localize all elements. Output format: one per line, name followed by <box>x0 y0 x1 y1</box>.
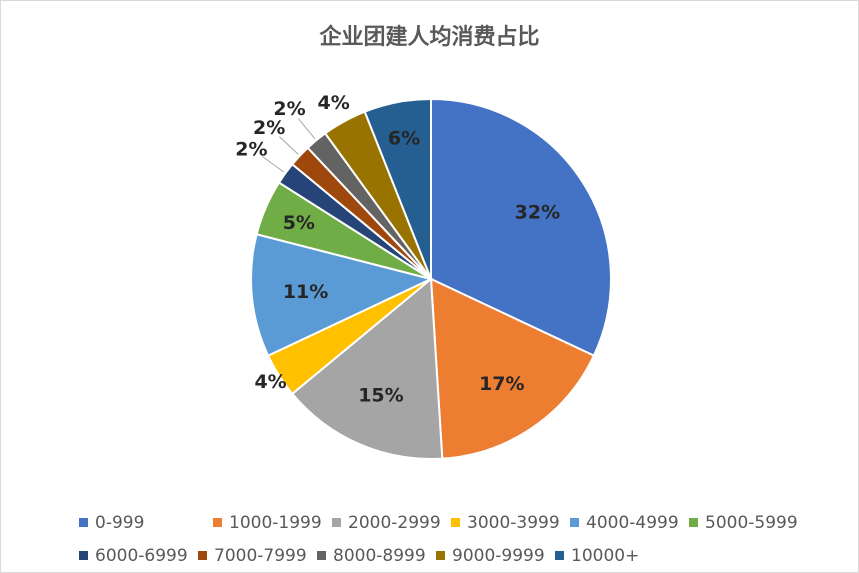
pie-slice-10000+ <box>363 97 432 280</box>
legend-label: 7000-7999 <box>214 545 307 566</box>
legend-label: 5000-5999 <box>705 512 798 533</box>
legend-label: 6000-6999 <box>95 545 188 566</box>
legend-item-2000-2999: 2000-2999 <box>332 513 451 533</box>
legend-label: 3000-3999 <box>467 512 560 533</box>
legend-swatch <box>79 518 88 527</box>
data-label: 15% <box>358 385 403 407</box>
legend-row: 0-999 1000-1999 2000-2999 3000-3999 4000-499… <box>79 506 819 539</box>
legend-item-4000-4999: 4000-4999 <box>570 513 689 533</box>
data-label: 2% <box>235 139 267 161</box>
legend-label: 0-999 <box>95 512 145 533</box>
legend-item-5000-5999: 5000-5999 <box>689 513 808 533</box>
legend-swatch <box>198 551 207 560</box>
pie-slice-1000-1999 <box>429 277 596 460</box>
legend-swatch <box>689 518 698 527</box>
legend-label: 4000-4999 <box>586 512 679 533</box>
data-label: 11% <box>283 281 328 303</box>
data-label: 5% <box>283 212 315 234</box>
legend-item-3000-3999: 3000-3999 <box>451 513 570 533</box>
legend-swatch <box>332 518 341 527</box>
legend-row: 6000-6999 7000-7999 8000-8999 9000-9999 1000… <box>79 539 819 572</box>
data-label: 32% <box>515 201 560 223</box>
legend-item-9000-9999: 9000-9999 <box>436 546 555 566</box>
leader-line <box>298 118 316 140</box>
pie-slice-0-999 <box>430 97 612 357</box>
legend-label: 10000+ <box>571 545 640 566</box>
chart-title: 企业团建人均消费占比 <box>319 25 540 50</box>
legend-swatch <box>213 518 222 527</box>
legend-label: 8000-8999 <box>333 545 426 566</box>
legend-swatch <box>451 518 460 527</box>
data-label: 2% <box>273 98 305 120</box>
legend-label: 9000-9999 <box>452 545 545 566</box>
legend-item-8000-8999: 8000-8999 <box>317 546 436 566</box>
legend-item-6000-6999: 6000-6999 <box>79 546 198 566</box>
legend-label: 1000-1999 <box>229 512 322 533</box>
chart-legend: 0-999 1000-1999 2000-2999 3000-3999 4000-499… <box>79 506 819 572</box>
leader-line <box>279 136 299 155</box>
legend-item-7000-7999: 7000-7999 <box>198 546 317 566</box>
legend-item-1000-1999: 1000-1999 <box>213 513 332 533</box>
pie-slice-4000-4999 <box>250 233 434 357</box>
legend-swatch <box>317 551 326 560</box>
data-label: 4% <box>318 92 350 114</box>
legend-swatch <box>79 551 88 560</box>
legend-swatch <box>436 551 445 560</box>
pie-slice-2000-2999 <box>290 276 444 460</box>
data-label: 6% <box>388 128 420 150</box>
data-label: 17% <box>479 373 524 395</box>
legend-item-10000+: 10000+ <box>555 546 674 566</box>
leader-line <box>262 156 285 173</box>
data-label: 2% <box>253 117 285 139</box>
legend-swatch <box>570 518 579 527</box>
legend-item-0-999: 0-999 <box>79 513 213 533</box>
pie-chart: 32%17%15%4%11%5%2%2%2% 4%6% <box>235 92 612 460</box>
legend-label: 2000-2999 <box>348 512 441 533</box>
data-label: 4% <box>254 371 286 393</box>
legend-swatch <box>555 551 564 560</box>
